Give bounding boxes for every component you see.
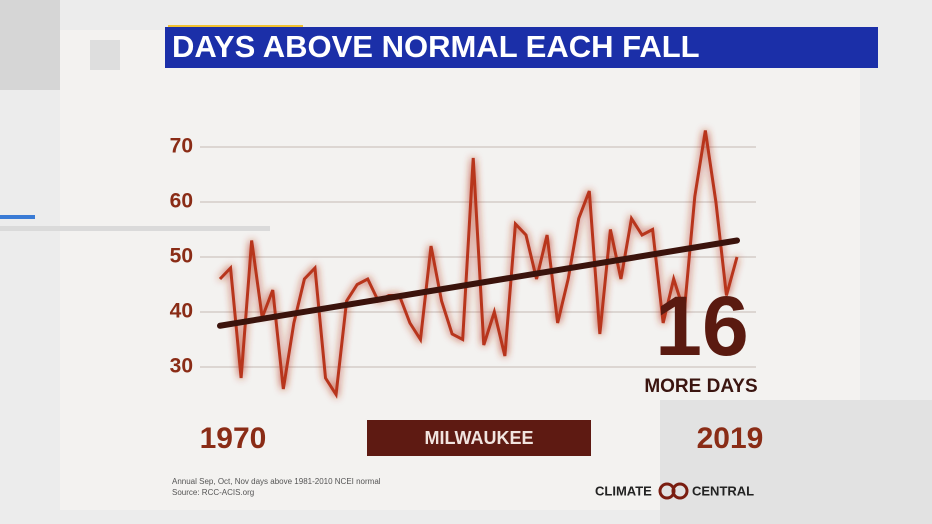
y-tick-label: 70	[170, 135, 193, 158]
deco	[660, 400, 932, 524]
callout-text: MORE DAYS	[644, 376, 757, 397]
data-line	[218, 130, 739, 399]
x-tick-label: 2019	[697, 422, 764, 455]
title-bar	[165, 27, 878, 68]
footnote: Annual Sep, Oct, Nov days above 1981-201…	[172, 477, 381, 486]
location-box	[367, 420, 591, 456]
y-tick-label: 40	[170, 300, 193, 323]
deco	[0, 226, 270, 231]
deco	[168, 25, 303, 28]
logo-icon	[671, 482, 689, 500]
logo-text: CLIMATE	[595, 483, 652, 498]
callout-number: 16	[655, 279, 748, 373]
chart-title: DAYS ABOVE NORMAL EACH FALL	[172, 29, 700, 64]
deco	[0, 0, 60, 90]
footnote: Source: RCC-ACIS.org	[172, 488, 254, 497]
y-tick-label: 60	[170, 190, 193, 213]
y-tick-label: 30	[170, 355, 193, 378]
x-tick-label: 1970	[200, 422, 267, 455]
logo-text: CENTRAL	[692, 483, 754, 498]
deco	[0, 215, 35, 219]
trend-line	[217, 237, 740, 329]
deco	[90, 40, 120, 70]
location-label: MILWAUKEE	[424, 428, 533, 448]
y-tick-label: 50	[170, 245, 193, 268]
